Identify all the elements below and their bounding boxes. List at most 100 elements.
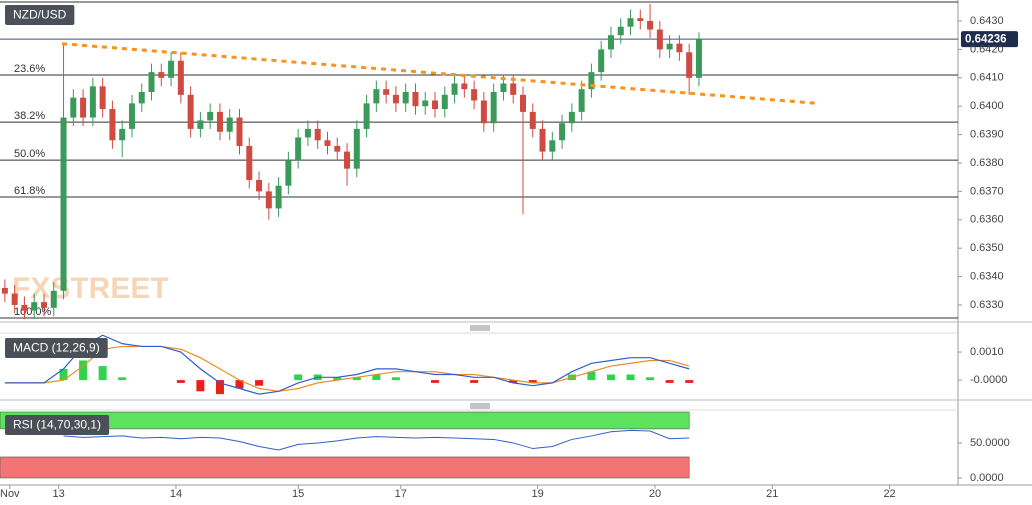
candle-body <box>519 94 526 112</box>
candle-body <box>578 89 585 112</box>
candle-body <box>373 89 380 104</box>
histogram-bar <box>118 377 127 381</box>
x-tick-label: 14 <box>170 488 182 500</box>
y-tick-label: 0.6390 <box>970 128 1004 140</box>
histogram-bar <box>294 374 303 381</box>
candle-body <box>295 137 302 161</box>
candle-body <box>128 103 135 129</box>
panel-title: RSI (14,70,30,1) <box>5 415 110 435</box>
candle-body <box>617 26 624 36</box>
histogram-bar <box>235 380 244 389</box>
y-tick-label: 0.6340 <box>970 270 1004 282</box>
histogram-bar <box>98 366 107 381</box>
candle-body <box>80 97 87 118</box>
y-tick-label: 0.0000 <box>970 472 1004 484</box>
y-tick-label: 0.6380 <box>970 157 1004 169</box>
histogram-bar <box>255 380 264 386</box>
y-tick-label: 0.6430 <box>970 15 1004 27</box>
candle-body <box>89 86 96 118</box>
candle-body <box>353 128 360 169</box>
fib-label: 61.8% <box>14 185 45 197</box>
candle-body <box>109 109 116 141</box>
histogram-bar <box>215 380 224 395</box>
candle-body <box>246 145 253 181</box>
candle-body <box>510 83 517 95</box>
title-box <box>5 415 110 435</box>
watermark: FXSTREET <box>12 272 169 305</box>
y-tick-label: 0.6410 <box>970 72 1004 84</box>
histogram-bar <box>470 380 479 383</box>
candle-body <box>187 94 194 129</box>
candle-body <box>70 97 77 118</box>
histogram-bar <box>79 360 88 381</box>
histogram-bar <box>626 374 635 381</box>
candle-body <box>168 60 175 78</box>
candle-body <box>158 72 165 78</box>
candle-body <box>441 94 448 110</box>
candle-body <box>148 72 155 92</box>
candle-body <box>461 83 468 90</box>
x-tick-label: 20 <box>649 488 661 500</box>
candle-body <box>383 89 390 95</box>
histogram-bar <box>606 374 615 381</box>
overbought-zone <box>0 411 690 430</box>
rsi-line <box>63 429 690 451</box>
candle-body <box>119 128 126 141</box>
trendline <box>61 42 818 105</box>
histogram-bar <box>528 380 537 383</box>
title-box <box>5 5 75 25</box>
candle-body <box>686 52 693 78</box>
candle-body <box>265 191 272 209</box>
candle-body <box>656 29 663 50</box>
candle-body <box>40 302 47 308</box>
histogram-bar <box>431 380 440 383</box>
title-text: NZD/USD <box>13 8 67 22</box>
y-tick-label: 0.6350 <box>970 242 1004 254</box>
x-tick-label: 17 <box>395 488 407 500</box>
candle-body <box>324 140 331 146</box>
candle-body <box>471 89 478 101</box>
candle-body <box>285 160 292 186</box>
candle-body <box>226 117 233 132</box>
y-tick-label: 0.6420 <box>970 43 1004 55</box>
histogram-bar <box>665 380 674 383</box>
macd-line <box>4 334 690 395</box>
candle-body <box>138 92 145 104</box>
histogram-bar <box>196 380 205 392</box>
fib-label: 38.2% <box>14 110 45 122</box>
y-tick-label: 50.0000 <box>970 437 1010 449</box>
candle-body <box>432 100 439 110</box>
candle-body <box>50 290 57 308</box>
candle-body <box>60 117 67 291</box>
x-tick-label: Nov <box>0 488 20 500</box>
candle-body <box>207 111 214 121</box>
candle-body <box>647 21 654 30</box>
candle-body <box>363 103 370 129</box>
candle-body <box>11 293 18 305</box>
x-tick-label: 22 <box>883 488 895 500</box>
candle-body <box>412 92 419 107</box>
candle-body <box>539 128 546 152</box>
candle-body <box>392 94 399 104</box>
histogram-bar <box>352 377 361 381</box>
candle-body <box>422 100 429 107</box>
candle-body <box>666 43 673 50</box>
candle-body <box>275 185 282 209</box>
panel-title: MACD (12,26,9) <box>5 338 108 358</box>
candle-body <box>695 39 702 78</box>
histogram-bar <box>372 374 381 381</box>
candle-body <box>490 92 497 124</box>
candle-body <box>236 117 243 146</box>
histogram-bar <box>509 380 518 383</box>
y-tick-label: 0.6400 <box>970 100 1004 112</box>
last-price-label: 0.64236 <box>965 34 1007 46</box>
candle-body <box>197 120 204 129</box>
y-tick-label: 0.6360 <box>970 214 1004 226</box>
candle-body <box>559 123 566 141</box>
candle-body <box>637 18 644 22</box>
candle-body <box>568 111 575 124</box>
candle-body <box>256 180 263 192</box>
